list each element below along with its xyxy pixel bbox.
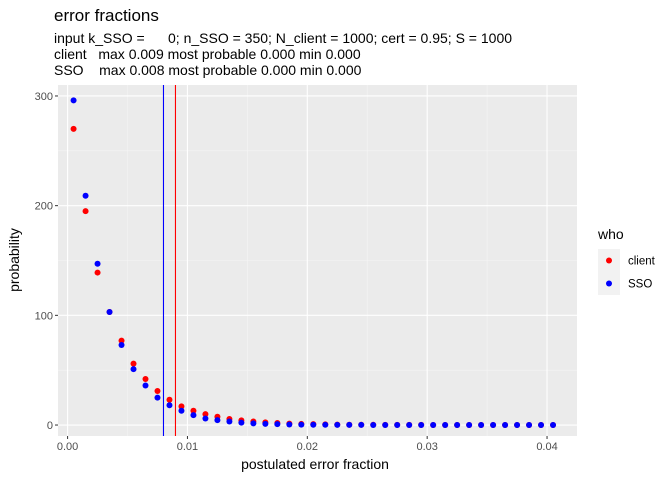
sso-point xyxy=(382,422,389,429)
sso-point xyxy=(82,192,89,199)
sso-point xyxy=(478,422,485,429)
x-tick-label: 0.03 xyxy=(416,441,437,453)
sso-point xyxy=(394,422,401,429)
sso-point xyxy=(202,415,209,422)
data-points xyxy=(70,97,557,429)
sso-point xyxy=(334,421,341,428)
client-point xyxy=(118,337,125,344)
y-tick-label: 0 xyxy=(47,420,53,432)
sso-point xyxy=(118,341,125,348)
y-tick-label: 100 xyxy=(35,310,53,322)
sso-point xyxy=(238,419,245,426)
sso-point xyxy=(166,402,173,409)
sso-point xyxy=(70,97,77,104)
sso-point xyxy=(454,422,461,429)
sso-point xyxy=(370,422,377,429)
sso-point xyxy=(142,382,149,389)
client-point xyxy=(190,407,197,414)
sso-point xyxy=(550,422,557,429)
x-axis: 0.00 0.01 0.02 0.03 0.04 xyxy=(57,436,558,453)
chart-subtitle-line-1: input k_SSO = 0; n_SSO = 350; N_client =… xyxy=(54,30,513,46)
sso-point xyxy=(442,422,449,429)
sso-point xyxy=(214,417,221,424)
chart-title: error fractions xyxy=(54,6,159,25)
sso-point xyxy=(262,420,269,427)
y-tick-label: 200 xyxy=(35,201,53,213)
sso-point xyxy=(406,422,413,429)
chart-subtitle-line-3: SSO max 0.008 most probable 0.000 min 0.… xyxy=(54,62,362,78)
x-axis-title: postulated error fraction xyxy=(241,456,389,472)
legend-title: who xyxy=(597,226,624,242)
sso-point xyxy=(418,422,425,429)
client-point xyxy=(130,360,137,367)
sso-point xyxy=(310,421,317,428)
legend-label-client: client xyxy=(628,256,656,268)
sso-point xyxy=(502,422,509,429)
sso-point xyxy=(226,418,233,425)
sso-point xyxy=(130,366,137,373)
sso-point xyxy=(298,421,305,428)
legend-marker-client xyxy=(606,257,612,264)
sso-point xyxy=(346,421,353,428)
sso-point xyxy=(466,422,473,429)
client-point xyxy=(154,388,161,395)
sso-point xyxy=(490,422,497,429)
x-tick-label: 0.00 xyxy=(57,441,78,453)
sso-point xyxy=(538,422,545,429)
client-point xyxy=(94,269,101,276)
series-sso xyxy=(70,97,557,429)
sso-point xyxy=(286,421,293,428)
x-tick-label: 0.01 xyxy=(177,441,198,453)
sso-point xyxy=(178,407,185,414)
sso-point xyxy=(526,422,533,429)
client-point xyxy=(166,396,173,403)
sso-point xyxy=(106,309,113,316)
legend-marker-sso xyxy=(606,280,612,287)
legend: who client SSO xyxy=(597,226,656,295)
minor-gridlines xyxy=(58,85,577,436)
x-tick-label: 0.04 xyxy=(536,441,557,453)
client-point xyxy=(70,125,77,132)
y-axis-title: probability xyxy=(6,228,22,292)
sso-point xyxy=(430,422,437,429)
legend-label-sso: SSO xyxy=(628,279,652,291)
x-tick-label: 0.02 xyxy=(297,441,318,453)
sso-point xyxy=(274,421,281,428)
sso-point xyxy=(514,422,521,429)
client-point xyxy=(202,411,209,418)
reference-lines xyxy=(162,85,177,436)
sso-point xyxy=(322,421,329,428)
chart-subtitle-line-2: client max 0.009 most probable 0.000 min… xyxy=(54,46,361,62)
sso-point xyxy=(358,421,365,428)
y-tick-label: 300 xyxy=(35,91,53,103)
client-point xyxy=(142,375,149,382)
client-point xyxy=(82,208,89,215)
sso-point xyxy=(94,260,101,267)
sso-point xyxy=(154,394,161,401)
sso-point xyxy=(250,420,257,427)
sso-point xyxy=(190,412,197,419)
client-point xyxy=(178,403,185,410)
y-axis: 0 100 200 300 xyxy=(35,91,58,432)
